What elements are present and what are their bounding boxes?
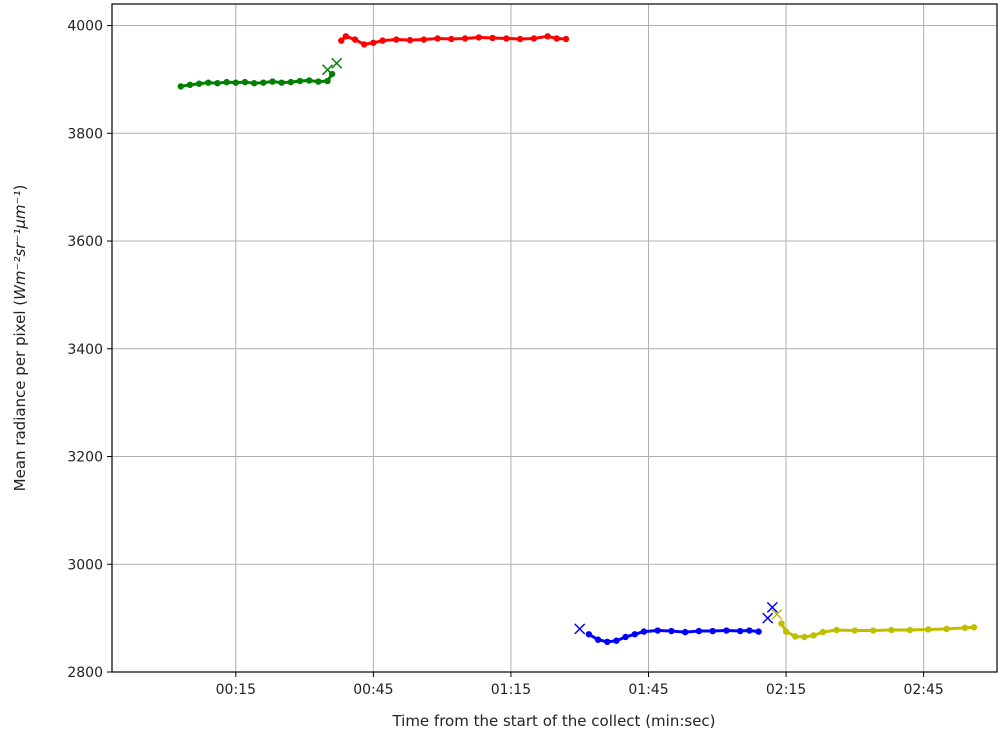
y-tick-label: 3400 <box>67 342 103 358</box>
x-marker <box>771 608 783 620</box>
x-tick-label: 00:15 <box>216 682 256 698</box>
y-tick-label: 4000 <box>67 19 103 35</box>
data-point <box>250 79 258 87</box>
data-point <box>723 627 730 634</box>
data-point <box>324 77 331 85</box>
data-point <box>434 35 441 42</box>
data-point <box>370 39 377 46</box>
x-marker <box>574 623 586 635</box>
x-marker <box>321 64 334 76</box>
data-point <box>475 34 483 41</box>
data-point <box>278 79 285 86</box>
data-point <box>406 36 414 44</box>
data-point <box>530 35 538 42</box>
data-point <box>489 34 496 42</box>
data-point <box>338 37 345 44</box>
data-point <box>553 35 560 42</box>
y-axis-label-close: ) <box>11 185 29 191</box>
data-point <box>361 41 368 48</box>
y-tick-label: 3600 <box>67 234 103 250</box>
data-point <box>305 77 313 84</box>
y-axis-label-main: Mean radiance per pixel ( <box>11 300 29 491</box>
data-point <box>195 80 203 87</box>
x-tick-label: 02:15 <box>766 682 806 698</box>
data-point <box>223 78 230 86</box>
data-point <box>681 628 689 636</box>
data-point <box>594 636 602 643</box>
data-point <box>833 626 840 634</box>
data-point <box>925 626 932 633</box>
data-point <box>461 35 469 42</box>
data-point <box>631 631 638 638</box>
data-point <box>232 79 240 86</box>
y-tick-label: 2800 <box>67 665 103 681</box>
axis-ticks: 00:15 00:45 01:15 01:45 02:15 02:45 2800 3000 32… <box>67 19 943 698</box>
data-point <box>420 36 428 43</box>
y-tick-label: 3000 <box>67 557 103 573</box>
data-point <box>782 628 790 635</box>
data-point <box>241 78 249 86</box>
data-point <box>186 81 194 89</box>
data-point <box>604 638 611 646</box>
data-point <box>668 627 675 635</box>
data-point <box>177 83 184 90</box>
data-point <box>503 35 510 42</box>
data-point <box>801 633 808 641</box>
data-points <box>177 33 978 646</box>
data-point <box>810 632 817 639</box>
data-point <box>970 624 978 631</box>
grid-lines <box>112 4 997 673</box>
data-point <box>746 627 753 634</box>
data-point <box>778 620 785 627</box>
data-point <box>640 628 648 635</box>
data-point <box>214 79 221 87</box>
data-point <box>205 79 212 86</box>
data-point <box>737 627 744 635</box>
data-point <box>342 33 350 40</box>
data-point <box>622 633 629 641</box>
data-point <box>755 628 762 635</box>
series-line <box>588 629 759 644</box>
data-point <box>287 78 295 86</box>
data-point <box>851 627 859 634</box>
data-point <box>562 35 570 43</box>
data-point <box>792 633 799 640</box>
x-marker <box>766 601 778 613</box>
x-marker <box>762 612 774 624</box>
data-point <box>260 79 267 86</box>
data-point <box>888 626 895 634</box>
x-axis-label: Time from the start of the collect (min:… <box>391 712 715 730</box>
plot-frame <box>111 3 998 673</box>
data-point <box>906 626 914 634</box>
y-axis-label: Mean radiance per pixel (Wm⁻²sr⁻¹μm⁻¹) <box>11 185 29 492</box>
x-tick-label: 01:15 <box>491 682 531 698</box>
data-point <box>869 627 877 634</box>
data-point <box>709 627 716 635</box>
data-point <box>269 78 276 85</box>
data-point <box>351 36 359 43</box>
x-tick-label: 00:45 <box>353 682 393 698</box>
data-point <box>961 624 969 632</box>
data-point <box>393 36 400 43</box>
data-point <box>585 631 593 638</box>
x-tick-label: 02:45 <box>903 682 943 698</box>
data-point <box>613 637 620 644</box>
data-point <box>819 628 826 636</box>
y-tick-label: 3200 <box>67 450 103 466</box>
data-point <box>654 627 661 634</box>
data-point <box>943 625 950 633</box>
data-point <box>296 77 304 85</box>
y-axis-label-units: Wm⁻²sr⁻¹μm⁻¹ <box>11 191 29 300</box>
data-point <box>379 37 386 44</box>
data-point <box>695 627 703 635</box>
data-point <box>315 78 322 85</box>
data-point <box>544 33 551 40</box>
x-tick-label: 01:45 <box>628 682 668 698</box>
y-tick-label: 3800 <box>67 126 103 142</box>
data-point <box>448 35 455 43</box>
data-point <box>516 35 524 43</box>
x-marker <box>331 57 343 69</box>
